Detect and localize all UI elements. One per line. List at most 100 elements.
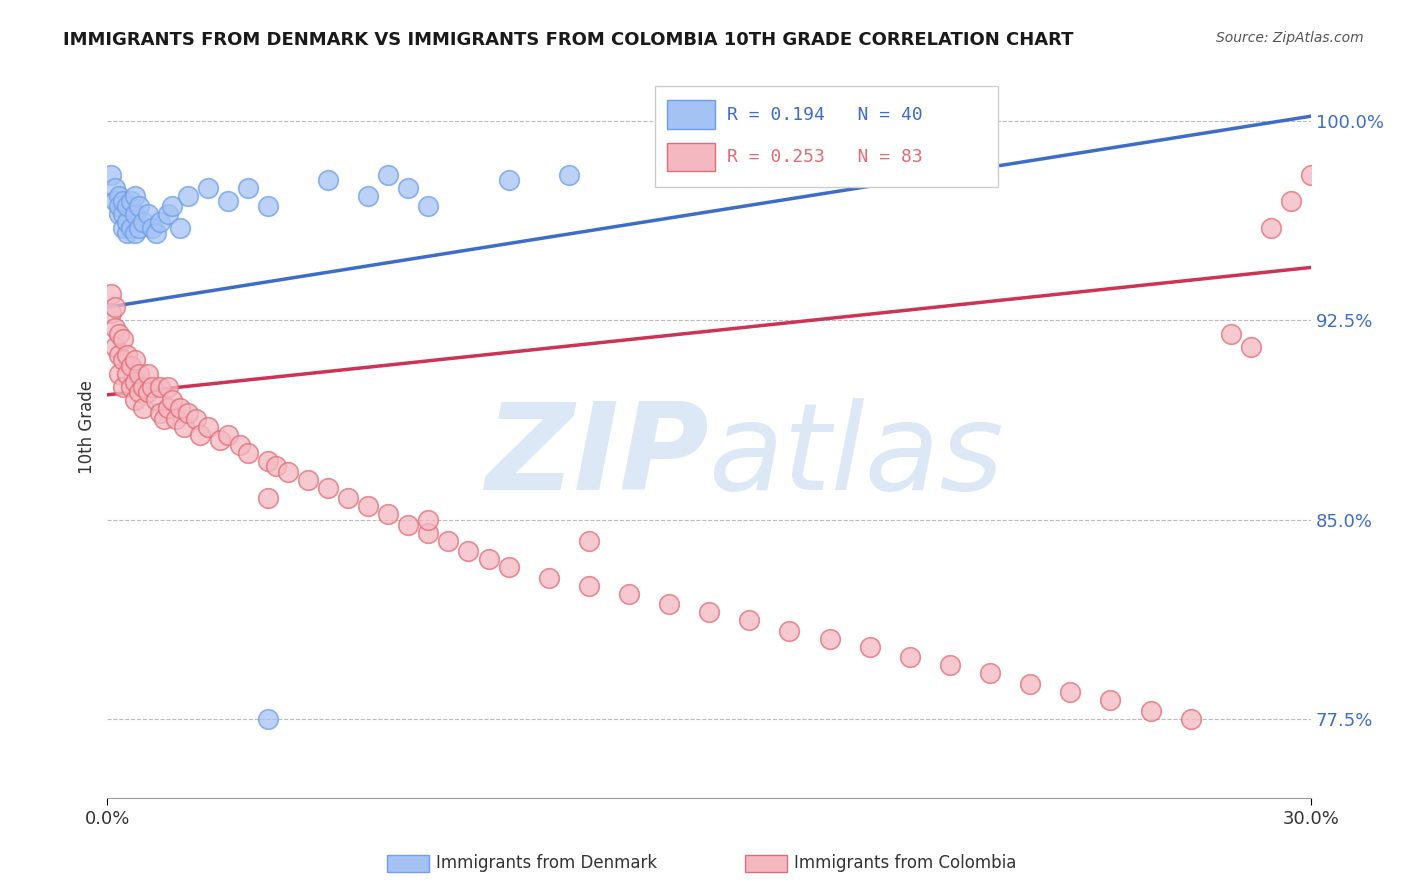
Point (396, 517, 419, 532)
Text: IMMIGRANTS FROM DENMARK VS IMMIGRANTS FROM COLOMBIA 10TH GRADE CORRELATION CHART: IMMIGRANTS FROM DENMARK VS IMMIGRANTS FR… (63, 31, 1074, 49)
Point (779, 624, 801, 638)
Point (217, 427, 239, 442)
Point (156, 207, 179, 221)
FancyBboxPatch shape (666, 101, 716, 128)
Point (100, 287, 122, 301)
Point (132, 380, 155, 394)
Point (1301, 168, 1323, 182)
Point (617, 587, 640, 601)
Point (236, 181, 259, 195)
Point (117, 226, 139, 240)
Point (152, 411, 174, 425)
Point (264, 459, 287, 474)
Point (229, 438, 252, 452)
FancyBboxPatch shape (655, 87, 998, 186)
Point (124, 375, 146, 389)
Point (128, 220, 150, 235)
Point (457, 544, 479, 558)
Point (156, 380, 179, 394)
Point (658, 598, 681, 612)
Point (120, 220, 142, 235)
Point (128, 199, 150, 213)
Point (108, 199, 131, 213)
Point (1260, 220, 1282, 235)
Point (108, 348, 131, 362)
Point (357, 500, 380, 514)
Point (117, 367, 139, 381)
Point (176, 406, 198, 420)
Point (136, 207, 159, 221)
Point (117, 348, 139, 362)
Point (169, 401, 191, 415)
Point (939, 658, 962, 673)
Point (104, 321, 127, 335)
Point (316, 173, 339, 187)
Point (112, 332, 135, 346)
Point (1320, 120, 1343, 134)
FancyBboxPatch shape (666, 143, 716, 171)
Point (136, 385, 159, 400)
Text: Immigrants from Colombia: Immigrants from Colombia (794, 855, 1017, 872)
Point (1139, 704, 1161, 718)
Point (477, 552, 499, 566)
Point (108, 367, 131, 381)
Point (257, 199, 280, 213)
Point (396, 181, 419, 195)
Point (418, 199, 440, 213)
Point (108, 188, 131, 202)
Point (176, 188, 198, 202)
Point (124, 353, 146, 368)
Point (120, 194, 142, 208)
Point (197, 419, 219, 434)
Point (738, 613, 761, 627)
Point (257, 454, 280, 468)
Point (112, 207, 135, 221)
Point (148, 380, 170, 394)
Point (148, 215, 170, 229)
Point (104, 194, 127, 208)
Point (257, 491, 280, 506)
Point (217, 194, 239, 208)
Point (697, 606, 720, 620)
Point (357, 188, 380, 202)
Point (208, 433, 231, 447)
Point (173, 419, 195, 434)
Point (145, 226, 167, 240)
Point (117, 199, 139, 213)
Point (136, 367, 159, 381)
Text: Immigrants from Denmark: Immigrants from Denmark (436, 855, 657, 872)
Point (1240, 340, 1263, 354)
Point (145, 393, 167, 408)
Point (418, 525, 440, 540)
Point (979, 666, 1001, 681)
Point (1219, 326, 1241, 341)
Point (859, 640, 882, 654)
Point (108, 326, 131, 341)
Point (337, 491, 360, 506)
Point (112, 380, 135, 394)
Point (100, 305, 122, 319)
Point (498, 560, 520, 574)
Point (124, 226, 146, 240)
Point (297, 473, 319, 487)
Point (156, 401, 179, 415)
Point (1180, 712, 1202, 726)
Point (197, 181, 219, 195)
Point (104, 340, 127, 354)
Point (128, 385, 150, 400)
Point (148, 406, 170, 420)
Point (537, 571, 560, 585)
Point (132, 401, 155, 415)
Point (818, 632, 841, 646)
Point (117, 215, 139, 229)
Point (160, 393, 183, 408)
Point (120, 359, 142, 373)
Point (112, 353, 135, 368)
Point (104, 181, 127, 195)
Point (112, 220, 135, 235)
Point (124, 207, 146, 221)
Point (236, 446, 259, 460)
Point (165, 411, 187, 425)
Point (169, 220, 191, 235)
Point (1059, 685, 1081, 699)
